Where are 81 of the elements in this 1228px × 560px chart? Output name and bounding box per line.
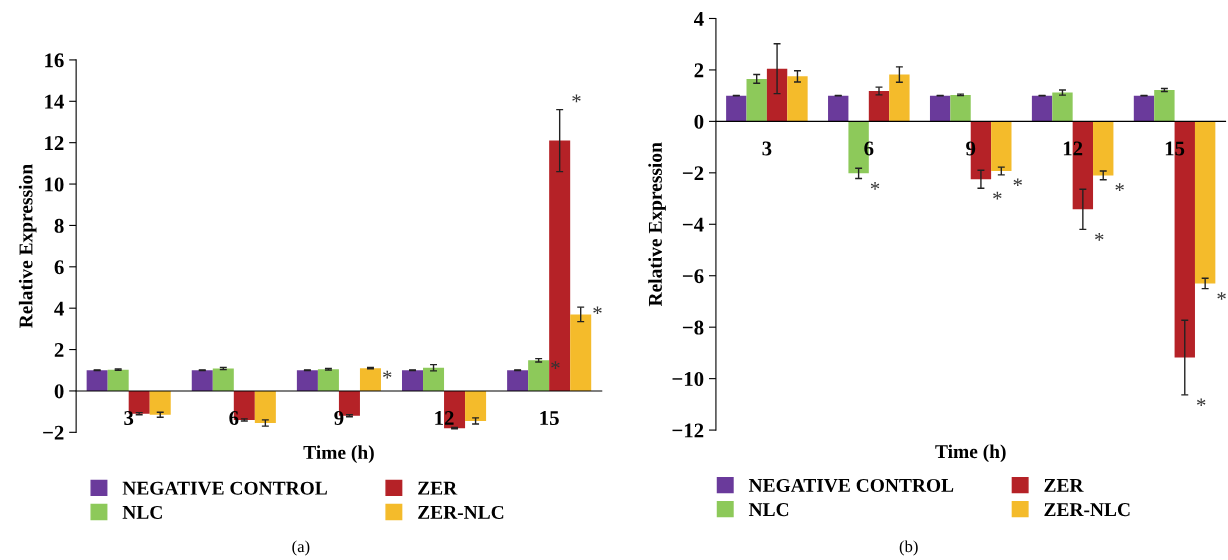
bar — [929, 95, 951, 122]
annotation: * — [1013, 178, 1022, 187]
bar — [746, 78, 767, 122]
y-tick-label: 16 — [45, 53, 64, 68]
bar — [1133, 95, 1155, 122]
x-tick-label: 15 — [540, 411, 559, 426]
y-tick-label: −2 — [43, 425, 64, 440]
x-axis-title: Time (h) — [935, 444, 1006, 463]
x-tick-label: 6 — [864, 141, 874, 156]
text: (b) — [899, 540, 918, 556]
bar — [149, 390, 171, 415]
x-axis-title: Time (h) — [303, 445, 374, 463]
bar — [766, 68, 788, 122]
bar — [828, 95, 849, 122]
annotation: * — [593, 306, 602, 315]
bar — [787, 76, 808, 122]
legend-label: NLC — [748, 503, 789, 517]
bar — [402, 370, 424, 391]
y-tick-label: 6 — [54, 260, 64, 275]
legend-label: ZER — [1044, 479, 1084, 492]
y-tick-label: −12 — [672, 423, 704, 438]
annotation: * — [1115, 183, 1124, 192]
annotation: * — [551, 361, 560, 369]
annotation: * — [993, 191, 1002, 200]
y-tick-label: 0 — [54, 384, 64, 399]
annotation: * — [870, 182, 880, 190]
bar — [212, 368, 234, 391]
y-tick-label: −10 — [672, 372, 704, 387]
y-tick-label: 4 — [54, 301, 64, 316]
bar — [1154, 90, 1175, 122]
x-tick-label: 3 — [762, 141, 772, 156]
annotation: * — [1197, 398, 1206, 407]
bar — [296, 370, 318, 391]
y-tick-label: 8 — [54, 218, 64, 233]
y-axis-title: Relative Expression — [18, 164, 37, 328]
bar — [950, 94, 971, 122]
bar — [549, 140, 571, 391]
y-axis-title: Relative Expression — [648, 142, 666, 307]
y-tick-label: −2 — [682, 166, 704, 181]
y-tick-label: 2 — [694, 63, 704, 78]
bar — [889, 74, 910, 122]
y-tick-label: 0 — [694, 114, 704, 129]
legend-label: NLC — [122, 505, 162, 519]
x-tick-label: 3 — [124, 411, 134, 426]
annotation: * — [383, 370, 392, 379]
bar — [254, 390, 276, 424]
bar — [107, 369, 129, 391]
bar — [317, 369, 339, 391]
bar — [507, 370, 529, 391]
bar — [1194, 121, 1216, 284]
y-tick-label: 14 — [45, 94, 64, 109]
bar — [191, 370, 213, 391]
legend-label: ZER-NLC — [1044, 503, 1130, 517]
text: (a) — [292, 540, 310, 556]
bar — [1052, 92, 1073, 122]
y-tick-label: 4 — [693, 11, 704, 26]
y-tick-label: −8 — [682, 320, 704, 335]
bar — [465, 390, 487, 421]
annotation: * — [1217, 292, 1226, 300]
bar — [359, 368, 381, 391]
x-tick-label: 6 — [229, 411, 239, 426]
legend-label: NEGATIVE CONTROL — [748, 478, 954, 493]
legend-label: ZER-NLC — [418, 505, 504, 519]
y-tick-label: 10 — [45, 177, 64, 192]
bar — [1031, 95, 1053, 122]
bar — [991, 121, 1012, 172]
bar — [1093, 121, 1114, 176]
annotation: * — [572, 94, 581, 103]
bar — [570, 314, 592, 391]
bar — [86, 370, 108, 391]
bar — [423, 367, 445, 391]
bar — [868, 91, 890, 122]
x-tick-label: 9 — [334, 411, 344, 426]
bar — [726, 95, 747, 122]
y-tick-label: 2 — [54, 343, 64, 357]
legend-label: NEGATIVE CONTROL — [122, 481, 327, 495]
y-tick-label: −6 — [682, 269, 704, 284]
annotation: * — [1095, 233, 1104, 241]
y-tick-label: −4 — [682, 217, 704, 232]
legend-label: ZER — [418, 481, 458, 495]
bar — [528, 360, 550, 391]
